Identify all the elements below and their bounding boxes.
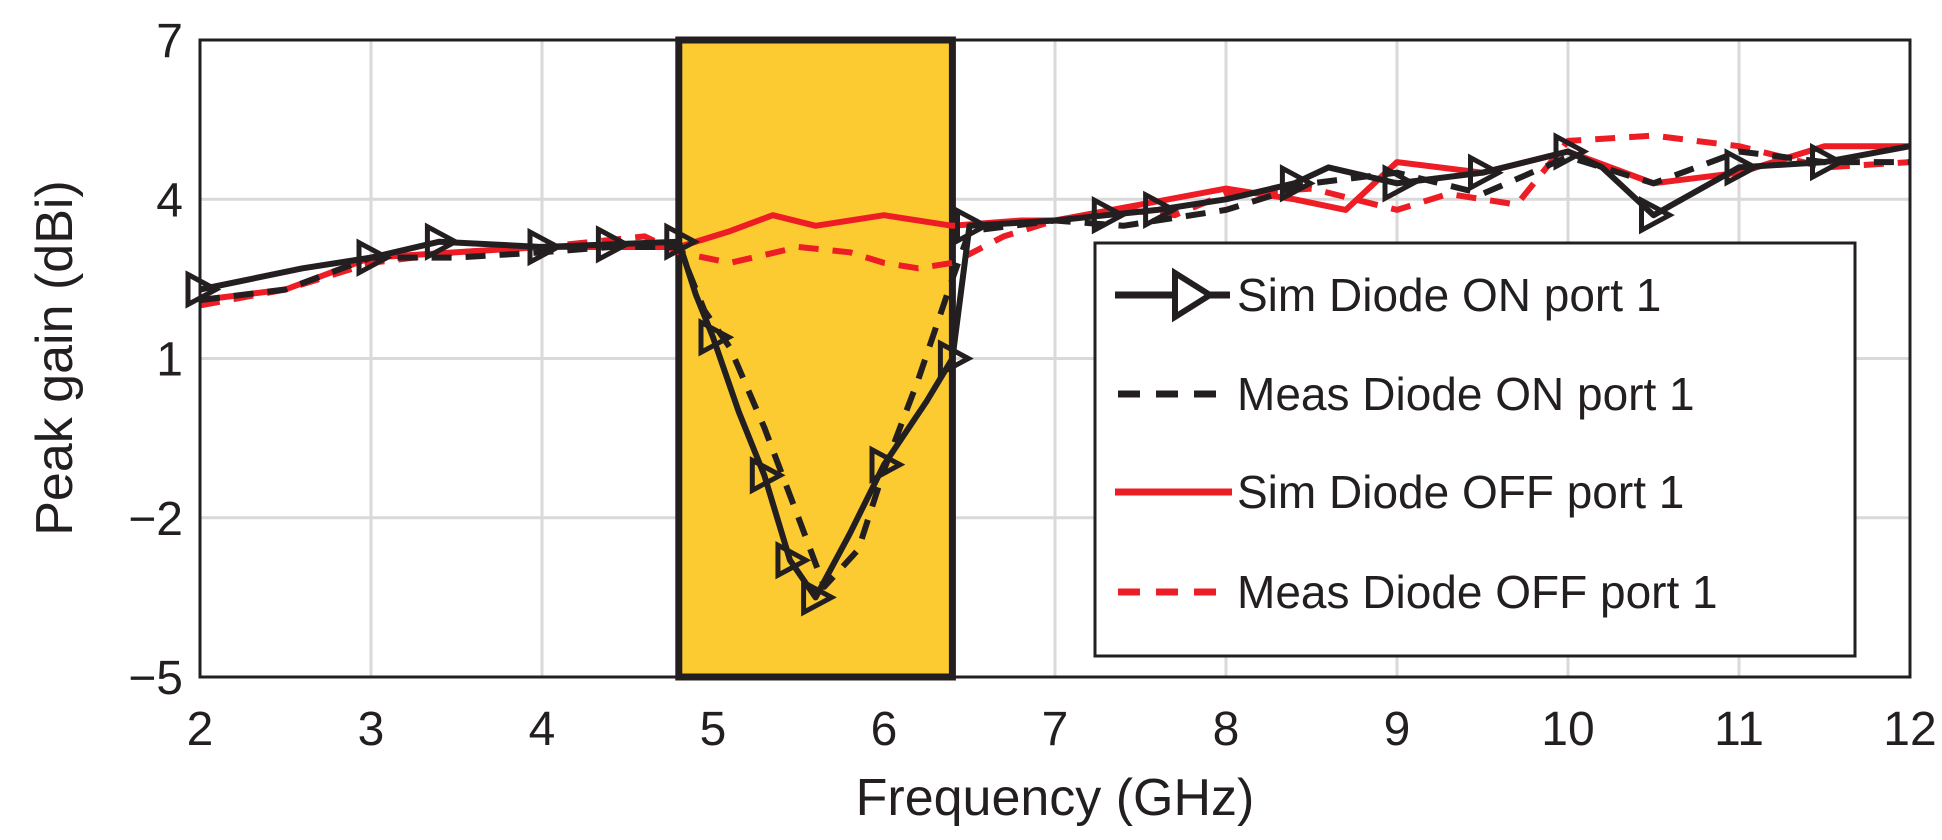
x-tick-label: 7 xyxy=(1042,703,1069,756)
y-tick-label: 4 xyxy=(156,174,183,227)
data-point xyxy=(1639,195,1675,235)
data-point xyxy=(595,225,632,264)
plot-frame xyxy=(198,38,1912,679)
data-point xyxy=(1279,164,1316,203)
x-tick-label: 9 xyxy=(1384,703,1411,756)
data-point xyxy=(356,238,393,277)
legend-box xyxy=(1093,241,1857,658)
x-tick-label: 2 xyxy=(187,703,214,756)
data-point xyxy=(1091,195,1128,235)
data-point xyxy=(1810,142,1846,182)
y-tick-label: 1 xyxy=(156,334,183,387)
legend-entry-sim-diode-on: Sim Diode ON port 1 xyxy=(1115,267,1661,323)
series-line-meas-diode-on-port-1 xyxy=(199,148,1910,590)
data-point xyxy=(698,318,735,357)
x-tick-label: 6 xyxy=(871,703,898,756)
x-tick-label: 12 xyxy=(1883,703,1936,756)
x-tick-label: 8 xyxy=(1213,703,1240,756)
y-tick-label: −5 xyxy=(128,652,183,705)
legend-label-meas-diode-off: Meas Diode OFF port 1 xyxy=(1237,566,1718,618)
data-point xyxy=(937,339,974,378)
data-point xyxy=(1724,148,1761,187)
data-point xyxy=(749,456,786,495)
data-point xyxy=(424,222,461,261)
series-meas-diode-on-port-1 xyxy=(199,148,1910,590)
legend: Sim Diode ON port 1 Meas Diode ON port 1… xyxy=(1093,241,1857,658)
series-layer xyxy=(185,132,1911,617)
x-tick-label: 10 xyxy=(1541,703,1594,756)
data-point xyxy=(801,578,837,617)
data-point xyxy=(185,270,222,309)
data-point xyxy=(1553,132,1590,171)
data-point xyxy=(955,206,991,245)
x-tick-label: 11 xyxy=(1714,703,1764,756)
axis-ticks: 2 3 4 5 6 7 8 9 10 11 12 −5 −2 1 4 7 xyxy=(128,15,1936,756)
data-point xyxy=(869,445,906,484)
data-point xyxy=(1143,190,1179,230)
series-sim-diode-on-port-1 xyxy=(185,132,1911,617)
y-tick-label: 7 xyxy=(156,15,183,68)
legend-label-sim-diode-off: Sim Diode OFF port 1 xyxy=(1237,466,1684,518)
x-tick-label: 5 xyxy=(700,703,727,756)
data-point xyxy=(527,227,564,267)
y-axis-title: Peak gain (dBi) xyxy=(26,180,84,536)
legend-entry-meas-diode-off: Meas Diode OFF port 1 xyxy=(1118,566,1718,618)
legend-entry-meas-diode-on: Meas Diode ON port 1 xyxy=(1118,368,1695,420)
x-tick-label: 3 xyxy=(358,703,385,756)
y-tick-label: −2 xyxy=(128,493,183,546)
legend-entry-sim-diode-off: Sim Diode OFF port 1 xyxy=(1115,466,1684,518)
data-point xyxy=(1382,164,1419,203)
legend-label-meas-diode-on: Meas Diode ON port 1 xyxy=(1237,368,1695,420)
legend-label-sim-diode-on: Sim Diode ON port 1 xyxy=(1237,269,1661,321)
x-tick-label: 4 xyxy=(529,703,556,756)
data-point xyxy=(775,541,812,580)
data-point xyxy=(1468,153,1504,192)
legend-marker-sim-diode-on xyxy=(1172,267,1216,323)
x-axis-title: Frequency (GHz) xyxy=(856,769,1255,827)
data-point xyxy=(664,222,701,261)
